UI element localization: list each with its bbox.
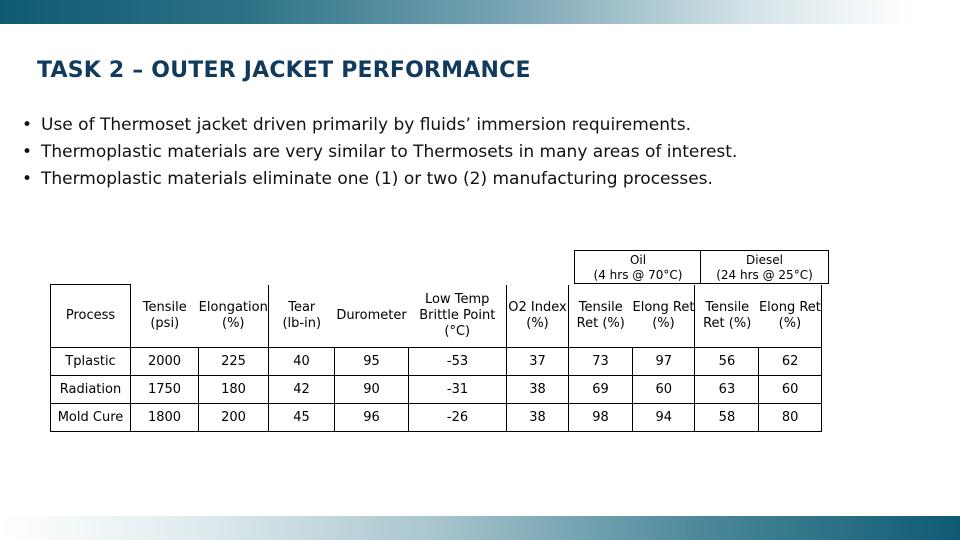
slide-title: TASK 2 – OUTER JACKET PERFORMANCE bbox=[37, 58, 531, 83]
process-cell: Tplastic bbox=[50, 347, 131, 376]
bullet-text: Thermoplastic materials are very similar… bbox=[41, 142, 738, 162]
value-cell: 1750 bbox=[130, 375, 199, 404]
column-header-line: Process bbox=[65, 308, 116, 323]
column-header-line: (psi) bbox=[150, 315, 180, 331]
value-cell: 40 bbox=[268, 347, 335, 376]
bottom-decorative-band bbox=[0, 516, 960, 540]
bullet-text: Thermoplastic materials eliminate one (1… bbox=[41, 169, 713, 189]
value-cell: 90 bbox=[334, 375, 409, 404]
column-header: Elongation (%) bbox=[198, 284, 269, 348]
header-row: Process Tensile (psi) Elongation (%) Tear (lb-… bbox=[50, 284, 822, 348]
performance-table: Process Tensile (psi) Elongation (%) Tear (lb-… bbox=[50, 284, 822, 432]
column-header: Low Temp Brittle Point (°C) bbox=[408, 284, 507, 348]
column-header-line: (°C) bbox=[444, 323, 471, 339]
table-row: Radiation 1750 180 42 90 -31 38 69 60 63 60 bbox=[50, 375, 822, 404]
value-cell: 94 bbox=[631, 403, 696, 432]
value-cell: 60 bbox=[631, 375, 696, 404]
column-header: Tensile Ret (%) bbox=[695, 285, 759, 348]
top-decorative-band bbox=[0, 0, 960, 24]
value-cell: 69 bbox=[568, 375, 633, 404]
value-cell: 98 bbox=[568, 403, 633, 432]
value-cell: 62 bbox=[758, 347, 822, 376]
bullet-item: • Use of Thermoset jacket driven primaril… bbox=[22, 112, 737, 139]
value-cell: 200 bbox=[198, 403, 269, 432]
column-header-line: (%) bbox=[526, 315, 549, 331]
column-header-line: Elongation bbox=[198, 299, 268, 315]
bullet-text: Use of Thermoset jacket driven primarily… bbox=[41, 115, 691, 135]
column-header: Tensile Ret (%) bbox=[569, 285, 633, 348]
diesel-group-header: Diesel (24 hrs @ 25°C) bbox=[700, 250, 829, 284]
column-header-line: Elong Ret bbox=[758, 299, 821, 315]
process-cell: Radiation bbox=[50, 375, 131, 404]
value-cell: -31 bbox=[408, 375, 507, 404]
bullet-item: • Thermoplastic materials are very simila… bbox=[22, 139, 737, 166]
value-cell: 42 bbox=[268, 375, 335, 404]
column-header-line: O2 Index bbox=[508, 299, 567, 315]
column-header-line: Tensile bbox=[705, 299, 750, 315]
oil-group-condition: (4 hrs @ 70°C) bbox=[593, 268, 683, 282]
value-cell: 60 bbox=[758, 375, 822, 404]
oil-group-header: Oil (4 hrs @ 70°C) bbox=[574, 250, 701, 284]
value-cell: 45 bbox=[268, 403, 335, 432]
table-row: Mold Cure 1800 200 45 96 -26 38 98 94 58 80 bbox=[50, 403, 822, 432]
value-cell: 56 bbox=[694, 347, 760, 376]
diesel-group-condition: (24 hrs @ 25°C) bbox=[716, 268, 813, 282]
value-cell: 180 bbox=[198, 375, 269, 404]
oil-group-label: Oil bbox=[629, 253, 647, 267]
value-cell: 96 bbox=[334, 403, 409, 432]
bullet-dot: • bbox=[22, 115, 33, 135]
column-header-line: Brittle Point bbox=[419, 307, 496, 323]
column-header-line: Tear bbox=[288, 299, 316, 315]
column-header-line: Tensile bbox=[142, 299, 187, 315]
value-cell: 97 bbox=[631, 347, 696, 376]
column-header-line: (%) bbox=[222, 315, 245, 331]
value-cell: 58 bbox=[694, 403, 760, 432]
value-cell: 80 bbox=[758, 403, 822, 432]
column-header-line: (%) bbox=[652, 315, 675, 331]
column-header-line: (%) bbox=[778, 315, 802, 331]
column-header-line: Durometer bbox=[336, 307, 407, 323]
value-cell: 38 bbox=[506, 403, 569, 432]
column-header-line: Ret (%) bbox=[703, 315, 752, 331]
column-header-line: Low Temp bbox=[425, 291, 490, 307]
diesel-group-label: Diesel bbox=[746, 253, 783, 267]
value-cell: 95 bbox=[334, 347, 409, 376]
column-header-line: Tensile bbox=[578, 299, 623, 315]
bullet-list: • Use of Thermoset jacket driven primaril… bbox=[22, 112, 737, 193]
table-row: Tplastic 2000 225 40 95 -53 37 73 97 56 62 bbox=[50, 347, 822, 376]
value-cell: 38 bbox=[506, 375, 569, 404]
column-header: Elong Ret (%) bbox=[758, 284, 822, 348]
bullet-dot: • bbox=[22, 142, 33, 162]
column-header: Elong Ret (%) bbox=[632, 284, 696, 348]
value-cell: 73 bbox=[568, 347, 633, 376]
column-header: Tensile (psi) bbox=[131, 285, 199, 348]
value-cell: -53 bbox=[408, 347, 507, 376]
column-header-line: Ret (%) bbox=[576, 315, 625, 331]
value-cell: 1800 bbox=[130, 403, 199, 432]
value-cell: 225 bbox=[198, 347, 269, 376]
value-cell: 37 bbox=[506, 347, 569, 376]
column-header: O2 Index (%) bbox=[506, 284, 569, 348]
column-header-line: Elong Ret bbox=[632, 299, 695, 315]
column-header: Tear (lb-in) bbox=[269, 285, 335, 348]
value-cell: -26 bbox=[408, 403, 507, 432]
bullet-item: • Thermoplastic materials eliminate one (… bbox=[22, 166, 737, 193]
value-cell: 2000 bbox=[130, 347, 199, 376]
column-header-line: (lb-in) bbox=[282, 315, 322, 331]
value-cell: 63 bbox=[694, 375, 760, 404]
column-header: Durometer bbox=[335, 285, 409, 348]
column-header: Process bbox=[50, 284, 131, 348]
bullet-dot: • bbox=[22, 169, 33, 189]
process-cell: Mold Cure bbox=[50, 403, 131, 432]
